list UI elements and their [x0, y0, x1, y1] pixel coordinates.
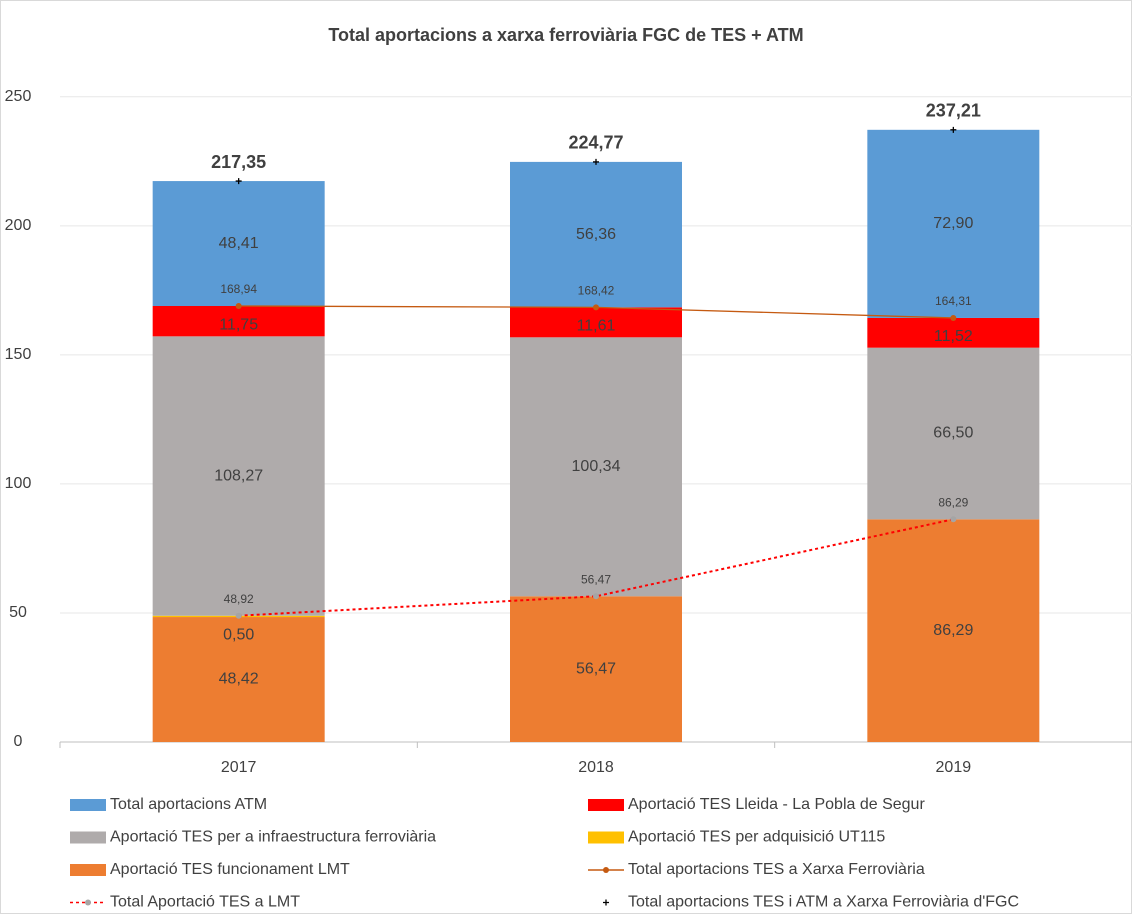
chart-title: Total aportacions a xarxa ferroviària FG…: [328, 25, 803, 45]
segment-label: 11,75: [219, 316, 258, 333]
y-tick-label: 250: [5, 88, 32, 105]
line-marker: [950, 516, 957, 523]
bar-segment: [510, 161, 682, 308]
legend-label: Aportació TES funcionament LMT: [110, 861, 350, 878]
legend-swatch: [603, 867, 609, 873]
line-label: 164,31: [935, 294, 972, 308]
line-marker: [950, 314, 957, 321]
line-marker: [235, 303, 242, 310]
bar-segment: [152, 306, 325, 337]
line-label: 86,29: [938, 495, 968, 509]
legend-label: Total aportacions TES a Xarxa Ferroviàri…: [628, 861, 925, 878]
total-label: 224,77: [568, 133, 623, 153]
legend-swatch: [70, 831, 106, 844]
line-label: 48,92: [224, 592, 254, 606]
segment-label: 48,42: [219, 671, 259, 688]
legend-label: Total aportacions ATM: [110, 796, 267, 813]
legend-swatch: [588, 831, 624, 844]
total-marker: [235, 178, 242, 185]
total-marker: [950, 126, 957, 133]
line-label: 56,47: [581, 572, 611, 586]
legend-swatch: [603, 899, 609, 906]
bar-segment: [867, 519, 1040, 742]
line-label: 168,94: [220, 282, 257, 296]
segment-label: 72,90: [933, 215, 973, 232]
segment-label: 11,52: [934, 328, 973, 345]
y-tick-label: 150: [5, 346, 32, 363]
y-tick-label: 0: [14, 733, 23, 750]
total-label: 237,21: [926, 101, 981, 121]
y-tick-label: 50: [9, 604, 27, 621]
line: [238, 518, 954, 617]
legend-swatch: [588, 799, 624, 811]
legend-label: Total aportacions TES i ATM a Xarxa Ferr…: [628, 894, 1019, 911]
total-label: 217,35: [211, 152, 266, 172]
legend-label: Aportació TES per a infraestructura ferr…: [110, 829, 436, 846]
legend-label: Aportació TES Lleida - La Pobla de Segur: [628, 796, 925, 813]
legend-label: Aportació TES per adquisició UT115: [628, 829, 885, 846]
y-tick-label: 100: [5, 475, 32, 492]
x-tick-label: 2017: [221, 759, 257, 776]
segment-label: 0,50: [223, 626, 254, 643]
segment-label: 11,61: [577, 318, 616, 335]
legend-swatch: [70, 864, 106, 876]
x-tick-label: 2018: [578, 759, 614, 776]
bar-segment: [152, 336, 325, 616]
bar-segment: [152, 181, 325, 307]
line-marker: [593, 304, 599, 311]
segment-label: 86,29: [933, 622, 973, 639]
bar-segment: [152, 617, 325, 742]
bar-segment: [867, 347, 1040, 520]
legend-swatch: [70, 799, 106, 811]
legend-swatch: [85, 899, 91, 906]
y-tick-label: 200: [5, 217, 32, 234]
x-tick-label: 2019: [936, 759, 972, 776]
line-label: 168,42: [578, 284, 615, 298]
line-marker: [235, 612, 242, 619]
segment-label: 48,41: [219, 235, 259, 252]
bar-segment: [867, 317, 1040, 348]
bar-segment: [510, 596, 682, 742]
segment-label: 66,50: [933, 425, 973, 442]
segment-label: 100,34: [572, 458, 621, 475]
total-marker: [593, 158, 599, 165]
segment-label: 56,36: [576, 226, 616, 243]
segment-label: 108,27: [214, 467, 263, 484]
bar-segment: [510, 337, 682, 597]
legend-label: Total Aportació TES a LMT: [110, 894, 300, 911]
bar-segment: [867, 129, 1040, 318]
bar-segment: [510, 307, 682, 338]
line-marker: [593, 593, 599, 600]
segment-label: 56,47: [576, 660, 616, 677]
